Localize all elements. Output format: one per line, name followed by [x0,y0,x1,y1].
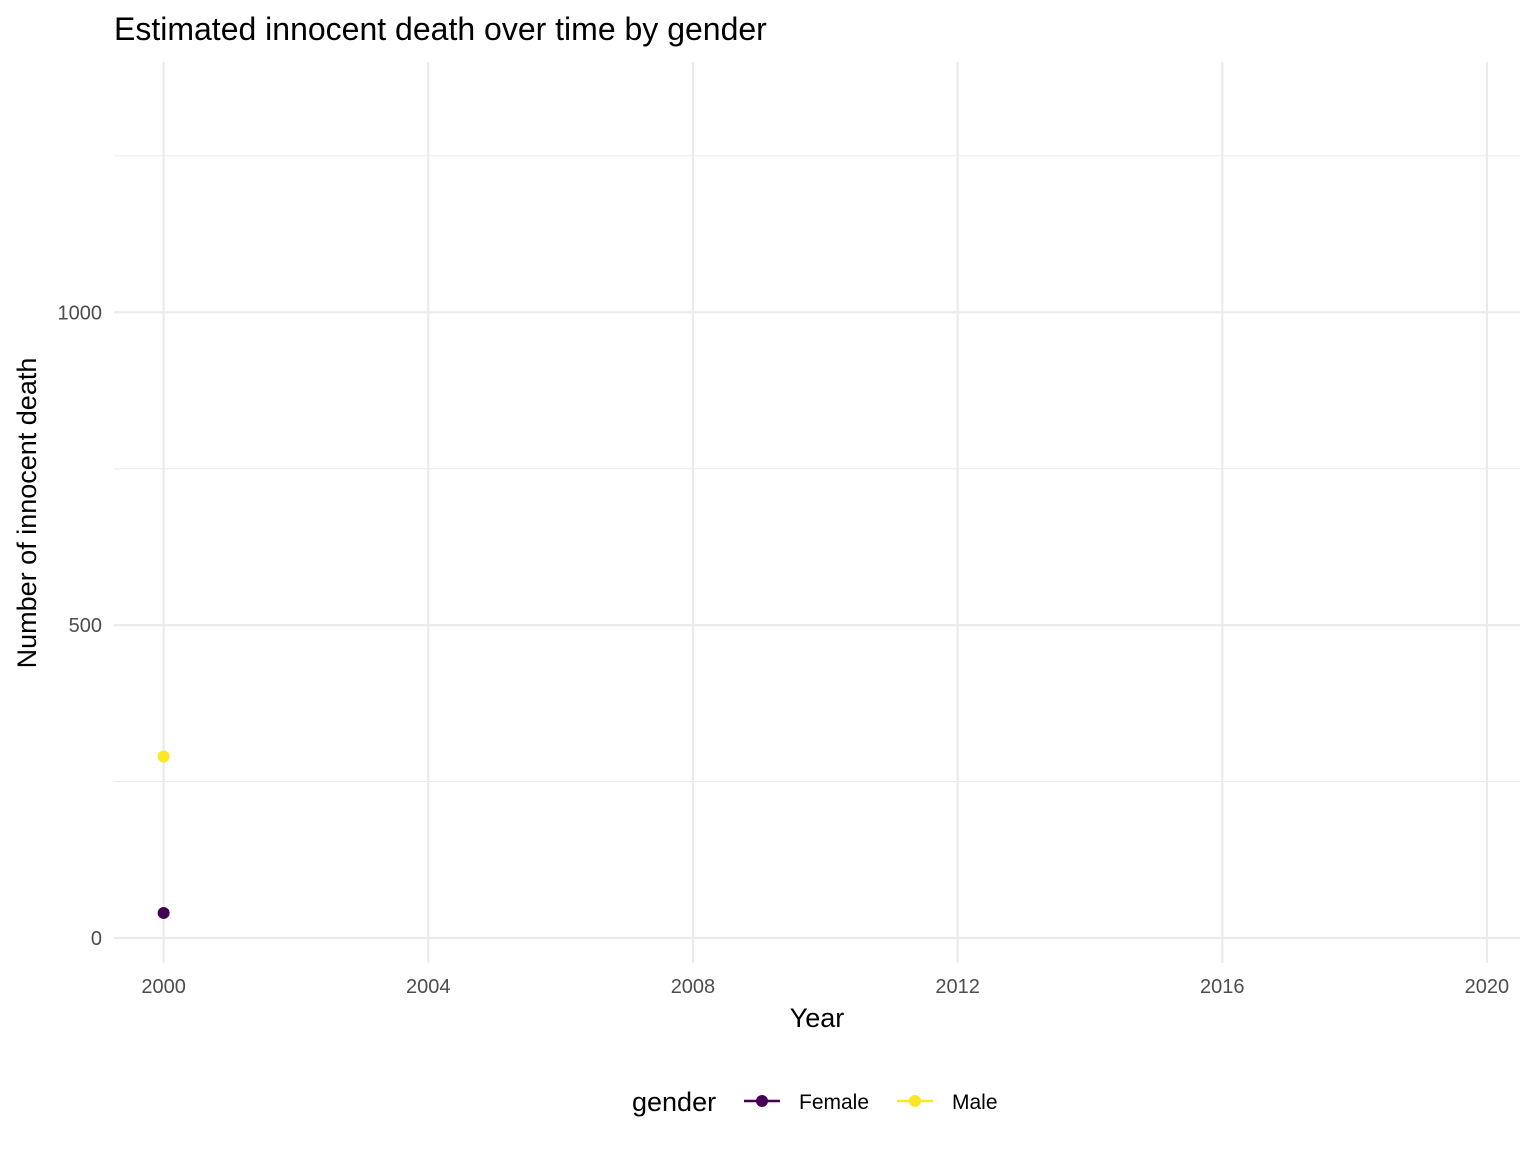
legend-key-point [756,1095,768,1107]
x-tick-label: 2020 [1465,976,1510,998]
data-point [157,750,170,763]
legend-items: Female Male [744,1091,998,1114]
legend-item: Female [744,1091,869,1114]
series-male [157,750,170,763]
x-tick-label: 2016 [1200,976,1245,998]
y-axis-ticks: 0 500 1000 [58,302,103,950]
x-tick-label: 2004 [406,976,451,998]
legend-key-point [909,1095,921,1107]
legend-title: gender [632,1087,716,1117]
y-tick-label: 1000 [58,302,103,324]
legend-item: Male [897,1091,998,1114]
chart-title: Estimated innocent death over time by ge… [114,11,767,47]
x-axis-title: Year [790,1003,845,1033]
data-point [157,906,170,919]
series-female [157,906,170,919]
legend: gender Female Male [632,1087,998,1117]
x-tick-label: 2000 [141,976,186,998]
x-axis-ticks: 2000 2004 2008 2012 2016 2020 [141,976,1509,998]
legend-label: Male [952,1091,998,1114]
x-tick-label: 2012 [935,976,980,998]
y-tick-label: 500 [69,615,102,637]
legend-label: Female [799,1091,869,1114]
x-tick-label: 2008 [671,976,716,998]
grid [114,62,1520,963]
y-tick-label: 0 [91,928,102,950]
series-layer [157,750,170,919]
y-axis-title: Number of innocent death [12,358,42,669]
